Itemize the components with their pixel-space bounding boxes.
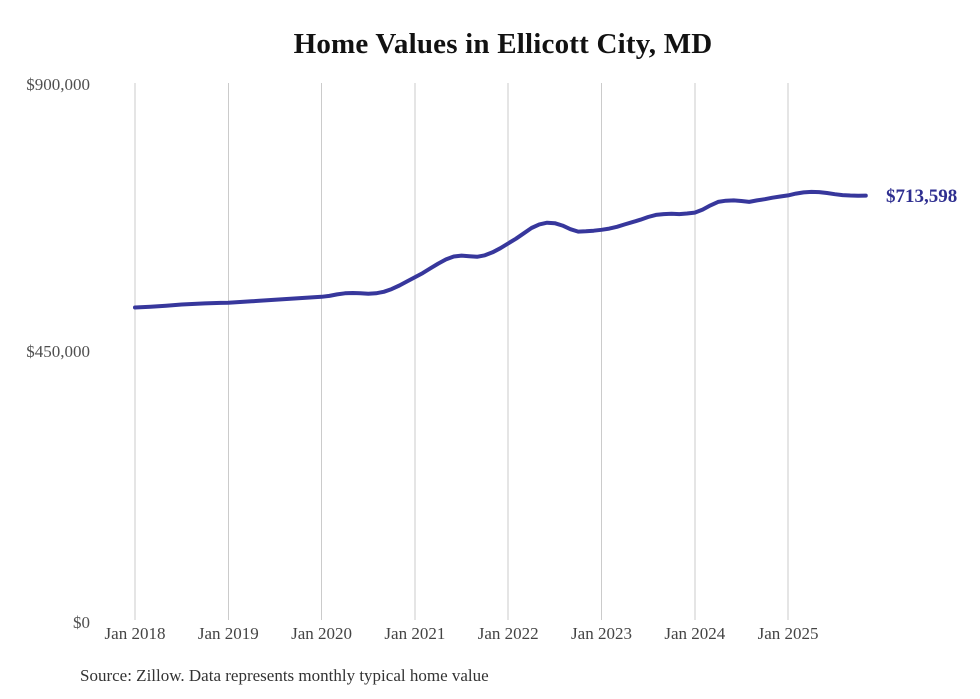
home-value-line (133, 189, 868, 310)
x-tick-label: Jan 2023 (571, 624, 632, 643)
x-tick-label: Jan 2018 (104, 624, 166, 643)
x-tick-label: Jan 2022 (477, 624, 539, 643)
latest-value-label: $713,598 (886, 185, 958, 207)
x-tick-label: Jan 2021 (384, 624, 446, 643)
x-tick-label: Jan 2025 (757, 624, 819, 643)
source-note: Source: Zillow. Data represents monthly … (80, 666, 489, 685)
chart-title: Home Values in Ellicott City, MD (293, 28, 713, 60)
x-tick-label: Jan 2019 (197, 624, 259, 643)
y-tick-label: $900,000 (26, 75, 90, 94)
x-tick-label: Jan 2024 (664, 624, 726, 643)
y-tick-label: $0 (73, 613, 90, 632)
vertical-gridlines (134, 83, 789, 620)
y-tick-label: $450,000 (26, 342, 90, 361)
x-tick-label: Jan 2020 (291, 624, 353, 643)
